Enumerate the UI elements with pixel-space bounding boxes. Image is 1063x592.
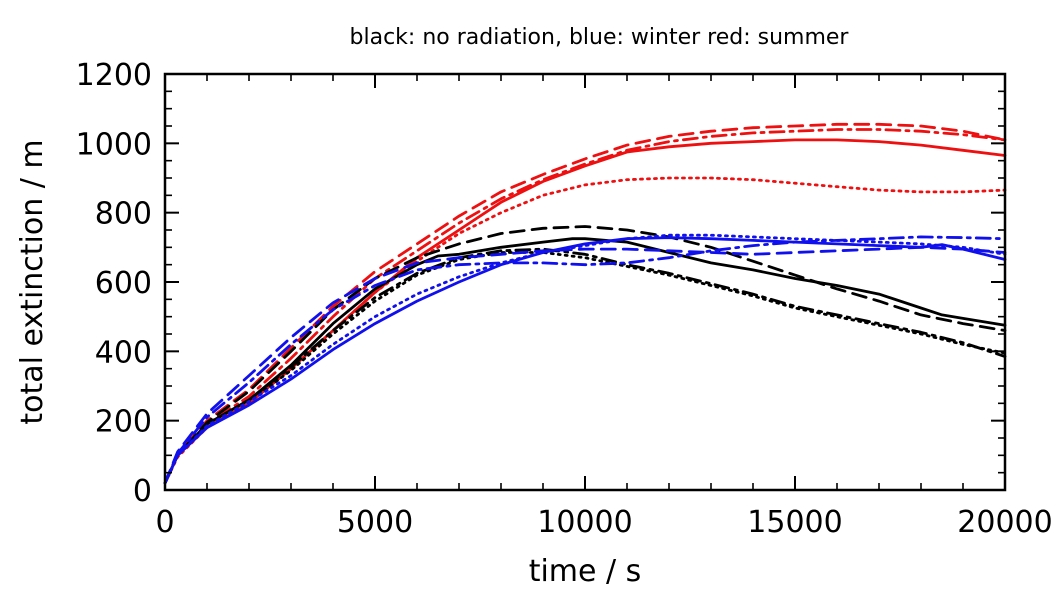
series-line-blue-dashed <box>163 245 1007 485</box>
x-tick-label: 15000 <box>747 505 842 540</box>
series-line-red-dashed <box>163 122 1007 485</box>
y-tick-label: 1000 <box>76 127 152 162</box>
tick-layer: 0 5000 10000 15000 20000 0 200 400 600 800 1000 120… <box>76 58 1053 540</box>
x-tick-label: 5000 <box>337 505 413 540</box>
x-tick-label: 20000 <box>957 505 1052 540</box>
series-line-blue-dotted <box>163 233 1007 485</box>
series-line-black-dotted <box>163 251 1007 485</box>
series-line-red-dotted <box>163 176 1007 485</box>
y-tick-label: 200 <box>95 405 152 440</box>
series-line-black-dashed <box>163 225 1007 485</box>
chart-title: black: no radiation, blue: winter red: s… <box>350 25 850 50</box>
series-line-red-dashdot <box>163 128 1007 485</box>
plot-frame <box>163 72 1007 492</box>
series-line-black-solid <box>163 237 1007 485</box>
y-axis-label: total extinction / m <box>15 139 50 424</box>
y-tick-label: 600 <box>95 266 152 301</box>
series-line-black-dashdot <box>163 247 1007 485</box>
y-tick-label: 0 <box>133 474 152 509</box>
y-tick-label: 400 <box>95 335 152 370</box>
x-axis-label: time / s <box>529 554 642 589</box>
y-tick-label: 1200 <box>76 58 152 93</box>
x-tick-label: 0 <box>155 505 174 540</box>
series-line-blue-dashdot <box>163 235 1007 485</box>
x-tick-label: 10000 <box>537 505 632 540</box>
series-layer <box>163 122 1007 485</box>
series-line-blue-solid <box>163 236 1007 485</box>
y-tick-label: 800 <box>95 197 152 232</box>
